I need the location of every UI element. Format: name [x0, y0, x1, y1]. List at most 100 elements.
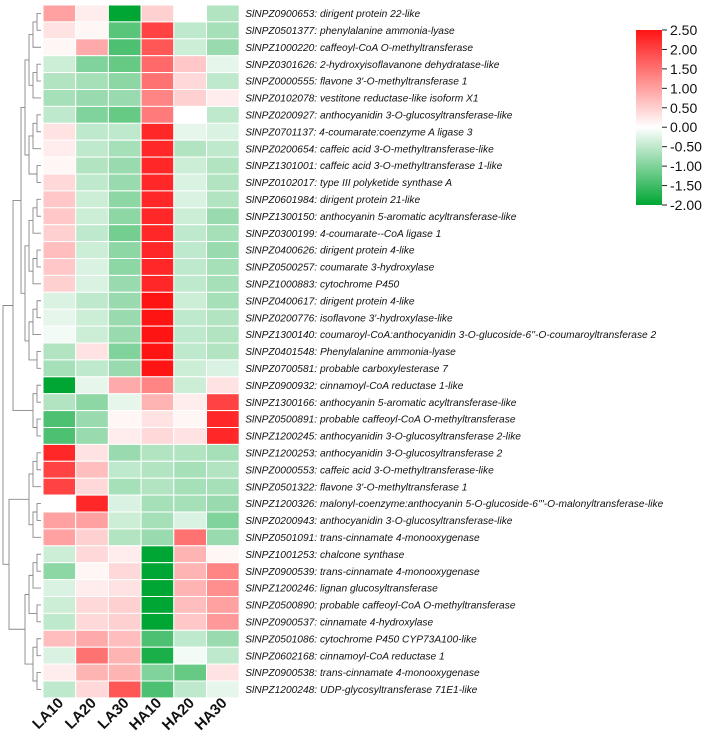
- heatmap-cell: [173, 72, 208, 90]
- heatmap-cell: [140, 274, 175, 293]
- row-label: SlNPZ1300140: coumaroyl-CoA:anthocyanidi…: [245, 330, 656, 341]
- heatmap-cell: [107, 139, 142, 158]
- heatmap-cell: [42, 291, 77, 310]
- heatmap-cell: [107, 596, 142, 614]
- row-label: SlNPZ0900932: cinnamoyl-CoA reductase 1-…: [245, 381, 464, 392]
- row-label: SlNPZ0200776: isoflavone 3'-hydroxylase-…: [245, 313, 453, 324]
- heatmap-cell: [75, 38, 109, 57]
- heatmap-cell: [42, 190, 77, 209]
- heatmap-cell: [107, 494, 142, 513]
- heatmap-cell: [140, 342, 175, 361]
- heatmap-cell: [140, 4, 175, 23]
- heatmap-cell: [206, 612, 240, 631]
- heatmap-cell: [42, 342, 77, 361]
- heatmap-cell: [42, 224, 77, 243]
- row-label: SlNPZ1301001: caffeic acid 3-O-methyltra…: [245, 161, 502, 172]
- heatmap-cell: [75, 646, 109, 665]
- heatmap-cell: [107, 629, 142, 648]
- heatmap-cell: [206, 511, 240, 530]
- heatmap-cell: [42, 528, 77, 547]
- heatmap-cell: [140, 393, 175, 412]
- heatmap-cell: [107, 156, 142, 175]
- heatmap-cell: [42, 105, 77, 124]
- heatmap-cell: [173, 38, 208, 57]
- dendrogram-branch: [36, 604, 41, 623]
- heatmap-cell: [75, 562, 109, 581]
- heatmap-cell: [42, 258, 77, 276]
- heatmap-cell: [206, 410, 240, 429]
- heatmap-cell: [140, 291, 175, 310]
- color-scale-tick-label: 0.00: [670, 119, 697, 135]
- heatmap-cell: [206, 308, 240, 327]
- heatmap-cell: [140, 55, 175, 74]
- heatmap-cell: [140, 612, 175, 631]
- dendrogram-branch: [36, 63, 41, 82]
- heatmap-cell: [206, 89, 240, 107]
- heatmap-cell: [75, 376, 109, 395]
- heatmap-cell: [173, 393, 208, 412]
- heatmap-cell: [173, 596, 208, 614]
- heatmap-cell: [173, 545, 208, 564]
- heatmap-cell: [107, 545, 142, 564]
- heatmap-cell: [42, 443, 77, 462]
- heatmap-cell: [42, 359, 77, 378]
- heatmap-cell: [42, 579, 77, 597]
- heatmap-cell: [42, 410, 77, 429]
- row-label: SlNPZ0900539: trans-cinnamate 4-monooxyg…: [245, 567, 480, 578]
- dendrogram-branch: [36, 165, 41, 183]
- heatmap-cell: [173, 511, 208, 530]
- heatmap-cell: [75, 612, 109, 631]
- heatmap-cell: [140, 190, 175, 209]
- heatmap-cell: [75, 241, 109, 260]
- heatmap-cell: [140, 173, 175, 192]
- heatmap-cell: [75, 4, 109, 23]
- heatmap-cell: [140, 156, 175, 175]
- column-label: HA30: [192, 695, 231, 734]
- heatmap-cell: [173, 680, 208, 699]
- row-label: SlNPZ0300199: 4-coumarate--CoA ligase 1: [245, 229, 441, 240]
- heatmap-cell: [173, 359, 208, 378]
- heatmap-cell: [206, 122, 240, 141]
- heatmap-cell: [107, 291, 142, 310]
- heatmap-cell: [206, 494, 240, 513]
- heatmap-cell: [206, 393, 240, 412]
- heatmap-cell: [75, 511, 109, 530]
- heatmap-cell: [140, 376, 175, 395]
- dendrogram-branch: [36, 300, 41, 319]
- heatmap-cell: [206, 528, 240, 547]
- heatmap-cell: [107, 579, 142, 597]
- dendrogram-branch: [8, 498, 29, 630]
- row-label: SlNPZ0501377: phenylalanine ammonia-lyas…: [245, 26, 455, 37]
- heatmap-cell: [173, 579, 208, 597]
- row-label: SlNPZ0200654: caffeic acid 3-O-methyltra…: [245, 144, 494, 155]
- dendrogram-branch: [36, 249, 41, 268]
- heatmap-cell: [42, 460, 77, 479]
- heatmap-cell: [140, 477, 175, 496]
- heatmap-cell: [140, 308, 175, 327]
- dendrogram-branch: [36, 452, 41, 471]
- heatmap-cell: [42, 646, 77, 665]
- dendrogram-branch: [36, 198, 41, 217]
- heatmap-cell: [107, 477, 142, 496]
- heatmap-cell: [140, 460, 175, 479]
- heatmap-cell: [107, 105, 142, 124]
- heatmap-cell: [75, 258, 109, 276]
- heatmap-cell: [75, 325, 109, 344]
- heatmap-cell: [42, 545, 77, 564]
- row-label: SlNPZ1200246: lignan glucosyltransferase: [245, 584, 438, 595]
- row-label: SlNPZ0000555: flavone 3'-O-methyltransfe…: [245, 77, 467, 88]
- row-label: SlNPZ0602168: cinnamoyl-CoA reductase 1: [245, 651, 445, 662]
- heatmap-cell: [173, 443, 208, 462]
- heatmap-cell: [173, 241, 208, 260]
- heatmap-cell: [173, 494, 208, 513]
- dendrogram-branch: [36, 114, 41, 133]
- heatmap-cell: [42, 72, 77, 90]
- dendrogram-branch: [36, 553, 41, 572]
- heatmap-cell: [75, 89, 109, 107]
- heatmap-cell: [75, 72, 109, 90]
- heatmap-cell: [173, 224, 208, 243]
- heatmap-cell: [107, 241, 142, 260]
- heatmap-cell: [75, 427, 109, 445]
- heatmap-cell: [107, 663, 142, 682]
- heatmap-cell: [206, 342, 240, 361]
